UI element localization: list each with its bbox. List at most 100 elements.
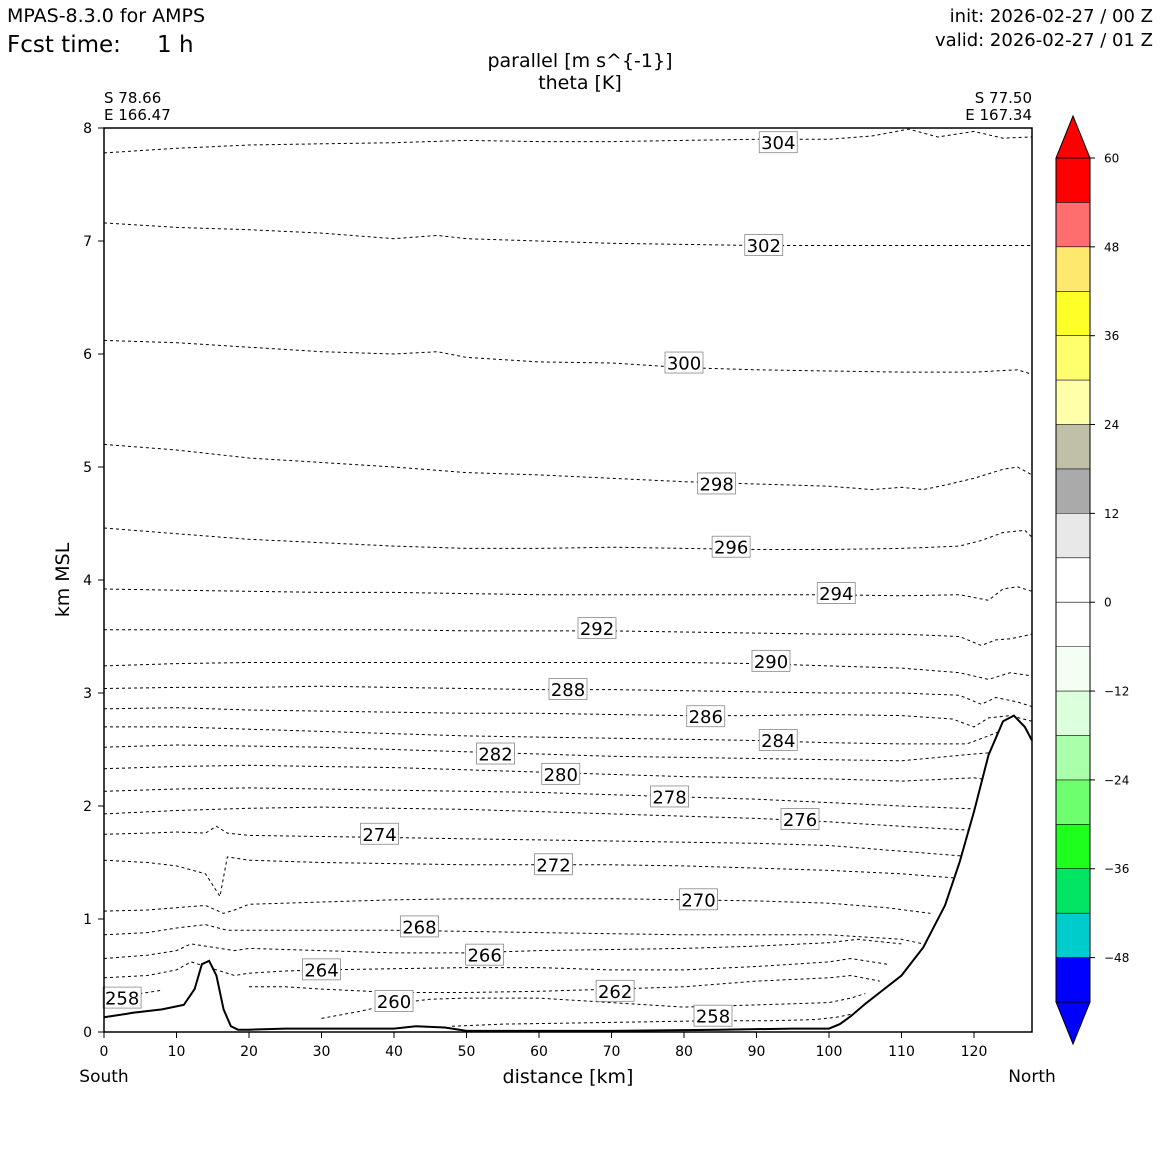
svg-text:264: 264 xyxy=(304,960,338,981)
colorbar-segment xyxy=(1056,602,1090,647)
end-lat: S 77.50 xyxy=(975,89,1032,107)
colorbar-tick-36: 36 xyxy=(1090,329,1119,343)
svg-text:284: 284 xyxy=(761,731,795,752)
theta-contour-282 xyxy=(103,744,1004,762)
colorbar-segment xyxy=(1056,202,1090,247)
start-lat: S 78.66 xyxy=(104,89,161,107)
theta-contour-258 xyxy=(451,1006,873,1027)
colorbar-tick-0: 0 xyxy=(1090,596,1112,610)
contour-label-302: 302 xyxy=(744,234,784,257)
svg-text:90: 90 xyxy=(748,1044,766,1060)
svg-text:286: 286 xyxy=(689,707,723,728)
svg-text:304: 304 xyxy=(761,133,795,154)
svg-text:290: 290 xyxy=(754,652,788,673)
svg-text:0: 0 xyxy=(83,1025,92,1041)
contour-label-258: 258 xyxy=(102,986,142,1010)
contour-label-276: 276 xyxy=(780,808,820,831)
theta-contour-274 xyxy=(103,825,975,858)
svg-text:292: 292 xyxy=(580,619,614,640)
colorbar-segment xyxy=(1056,557,1090,603)
terrain-line xyxy=(103,714,1033,1032)
contour-label-292: 292 xyxy=(577,617,617,640)
colorbar-under-arrow xyxy=(1055,1001,1091,1046)
contour-label-270: 270 xyxy=(679,888,718,911)
y-tick-5: 5 xyxy=(83,460,104,476)
y-tick-1: 1 xyxy=(83,912,104,928)
theta-contour-286 xyxy=(103,707,1033,728)
colorbar-frame xyxy=(1055,157,1091,1003)
svg-text:266: 266 xyxy=(467,946,501,967)
model-name: MPAS-8.3.0 for AMPS xyxy=(7,5,205,27)
theta-contour-270 xyxy=(103,898,931,914)
svg-text:24: 24 xyxy=(1104,418,1119,432)
svg-text:0: 0 xyxy=(1104,596,1112,610)
svg-text:30: 30 xyxy=(313,1044,331,1060)
theta-contours xyxy=(103,128,1033,1027)
svg-text:8: 8 xyxy=(83,121,92,137)
y-axis-ticks: 0 1 2 3 4 5 6 7 8 xyxy=(83,121,104,1041)
svg-text:4: 4 xyxy=(83,573,92,589)
colorbar-tick-60: 60 xyxy=(1090,152,1119,166)
x-tick-50: 50 xyxy=(458,1032,476,1060)
x-tick-100: 100 xyxy=(816,1032,842,1060)
contour-label-258: 258 xyxy=(693,1004,733,1028)
svg-text:260: 260 xyxy=(377,992,411,1013)
theta-contour-296 xyxy=(103,527,1033,550)
contour-label-284: 284 xyxy=(758,729,798,752)
colorbar-segment xyxy=(1056,779,1090,825)
svg-text:120: 120 xyxy=(961,1044,988,1060)
contour-label-296: 296 xyxy=(711,535,751,559)
colorbar-segment xyxy=(1056,824,1090,869)
contour-label-266: 266 xyxy=(465,943,505,967)
svg-text:20: 20 xyxy=(240,1044,258,1060)
theta-contour-258 xyxy=(103,989,163,1001)
svg-text:−48: −48 xyxy=(1104,951,1129,965)
south-label: South xyxy=(79,1067,128,1087)
svg-text:300: 300 xyxy=(667,354,701,375)
svg-text:7: 7 xyxy=(83,234,92,250)
svg-text:5: 5 xyxy=(83,460,92,476)
svg-text:258: 258 xyxy=(105,989,139,1010)
y-tick-6: 6 xyxy=(83,347,104,363)
y-tick-7: 7 xyxy=(83,234,104,250)
contour-label-288: 288 xyxy=(548,678,588,701)
svg-text:268: 268 xyxy=(402,917,436,938)
theta-contour-294 xyxy=(103,586,1033,601)
colorbar-segment xyxy=(1056,735,1090,780)
svg-text:50: 50 xyxy=(458,1044,476,1060)
svg-text:302: 302 xyxy=(747,236,781,257)
fcst-time-label: Fcst time: xyxy=(7,32,121,58)
theta-contour-304 xyxy=(103,128,1033,154)
chart-title: parallel [m s^{-1}] xyxy=(487,50,672,72)
theta-contour-262 xyxy=(249,974,880,993)
contour-label-268: 268 xyxy=(399,915,439,938)
svg-text:296: 296 xyxy=(714,538,748,559)
x-axis-label: distance [km] xyxy=(503,1066,634,1088)
colorbar-tick--24: −24 xyxy=(1090,773,1129,787)
start-lon: E 166.47 xyxy=(104,106,171,124)
colorbar: 60 48 36 24 12 0 −12 −24 −36 −48 xyxy=(1055,114,1129,1046)
x-tick-10: 10 xyxy=(168,1032,186,1060)
theta-contour-278 xyxy=(103,787,989,810)
x-tick-20: 20 xyxy=(240,1032,258,1060)
x-tick-40: 40 xyxy=(385,1032,403,1060)
theta-contour-280 xyxy=(103,764,996,782)
svg-text:10: 10 xyxy=(168,1044,186,1060)
svg-text:12: 12 xyxy=(1104,507,1119,521)
svg-text:282: 282 xyxy=(478,745,512,766)
svg-text:298: 298 xyxy=(699,474,733,495)
svg-text:80: 80 xyxy=(675,1044,693,1060)
contour-label-282: 282 xyxy=(476,742,515,766)
y-tick-3: 3 xyxy=(83,686,104,702)
contour-label-272: 272 xyxy=(534,853,573,876)
colorbar-tick--36: −36 xyxy=(1090,862,1129,876)
y-axis-label: km MSL xyxy=(52,542,74,617)
svg-text:294: 294 xyxy=(819,584,853,605)
svg-text:274: 274 xyxy=(362,825,396,846)
valid-time: valid: 2026-02-27 / 01 Z xyxy=(935,30,1153,51)
svg-text:−36: −36 xyxy=(1104,862,1129,876)
colorbar-segment xyxy=(1056,335,1090,381)
svg-text:258: 258 xyxy=(696,1007,730,1028)
contour-label-262: 262 xyxy=(595,979,635,1003)
theta-contour-298 xyxy=(103,443,1033,491)
